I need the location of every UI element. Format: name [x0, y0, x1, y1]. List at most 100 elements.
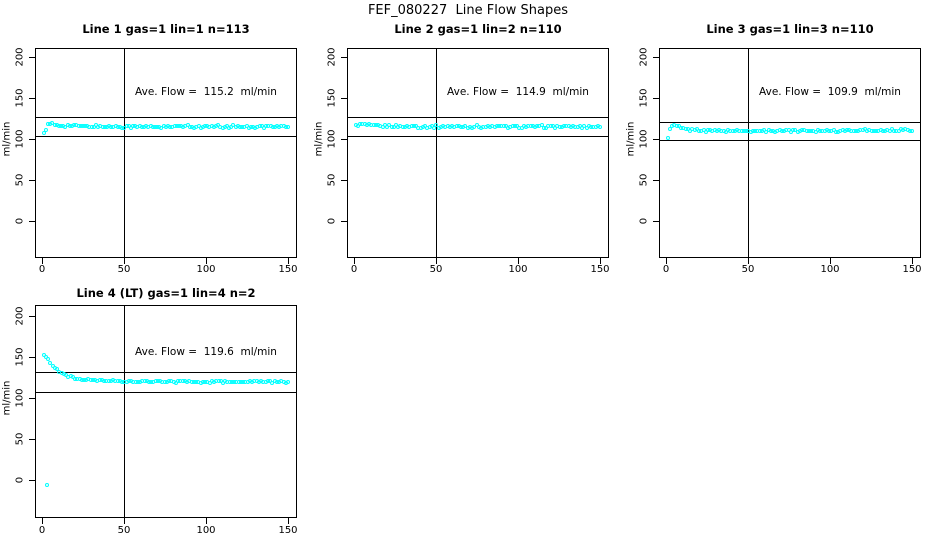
data-point	[730, 129, 735, 134]
x-axis-tick	[206, 258, 207, 264]
data-point	[589, 124, 594, 129]
y-axis-label: ml/min	[625, 121, 637, 157]
data-point	[176, 379, 181, 384]
data-point	[869, 128, 874, 133]
data-point	[411, 124, 416, 129]
data-point	[256, 379, 261, 384]
data-point	[804, 129, 809, 134]
x-axis-tick-label: 50	[429, 264, 443, 275]
data-point	[858, 128, 863, 133]
data-point	[871, 128, 876, 133]
data-point	[555, 124, 560, 129]
y-axis-tick	[653, 139, 659, 140]
data-point	[232, 380, 237, 385]
panel-title: Line 3 gas=1 lin=3 n=110	[706, 22, 874, 36]
data-point	[844, 127, 849, 132]
data-point	[83, 123, 88, 128]
reference-line-lower	[347, 136, 609, 138]
y-axis-tick	[29, 221, 35, 222]
data-point	[122, 379, 127, 384]
data-point	[541, 125, 546, 130]
data-point	[757, 128, 762, 133]
x-axis-tick	[518, 258, 519, 264]
data-point	[836, 129, 841, 134]
y-axis-tick-label: 100	[326, 129, 338, 149]
x-axis-tick-label: 0	[38, 525, 46, 536]
data-point	[784, 128, 789, 133]
data-point	[46, 357, 51, 362]
data-point	[809, 128, 814, 133]
data-point	[220, 125, 225, 130]
data-point	[494, 123, 499, 128]
data-point	[286, 379, 290, 384]
data-point	[373, 122, 378, 127]
data-point	[665, 136, 670, 141]
data-point	[55, 367, 60, 372]
vertical-reference-line	[436, 48, 437, 258]
data-point	[714, 128, 719, 133]
data-point	[205, 124, 210, 128]
data-point	[96, 124, 101, 129]
data-point	[48, 121, 53, 126]
outlier-point	[44, 482, 49, 487]
data-point	[185, 379, 190, 384]
data-point	[131, 123, 136, 128]
y-axis-tick	[341, 57, 347, 58]
data-point	[261, 380, 266, 385]
data-point	[270, 124, 275, 129]
data-point	[246, 125, 251, 130]
data-point	[546, 124, 551, 129]
y-axis-label: ml/min	[313, 121, 325, 157]
data-point	[41, 130, 46, 135]
data-point	[901, 127, 906, 132]
data-point	[209, 379, 214, 384]
data-point	[218, 125, 223, 130]
data-point	[672, 123, 677, 128]
y-axis-tick	[29, 316, 35, 317]
y-axis-tick	[29, 57, 35, 58]
reference-line-upper	[347, 117, 609, 119]
data-point	[425, 125, 430, 130]
data-point	[240, 125, 245, 130]
data-point	[211, 124, 216, 129]
data-point	[224, 123, 229, 128]
y-axis-tick	[29, 439, 35, 440]
data-point	[420, 124, 425, 129]
data-point	[223, 379, 228, 384]
data-point	[245, 380, 250, 385]
y-axis-tick	[29, 180, 35, 181]
data-point	[135, 124, 140, 129]
y-axis-tick-label: 0	[638, 217, 650, 225]
y-axis-tick	[653, 57, 659, 58]
data-point	[91, 125, 96, 130]
data-point	[827, 129, 832, 134]
data-point	[418, 125, 423, 130]
data-point	[113, 379, 118, 384]
data-point	[409, 124, 414, 129]
data-point	[212, 380, 217, 385]
data-point	[214, 379, 219, 384]
data-point	[811, 128, 816, 133]
data-point	[265, 379, 270, 384]
data-point	[100, 125, 105, 130]
data-point	[726, 127, 731, 132]
data-point	[710, 128, 715, 133]
data-point	[898, 126, 903, 131]
data-point	[517, 125, 522, 130]
data-point	[771, 129, 775, 134]
data-point	[268, 124, 273, 129]
data-point	[109, 124, 114, 129]
data-point	[746, 129, 751, 134]
x-axis-tick	[600, 258, 601, 264]
data-point	[67, 124, 72, 129]
data-point	[279, 124, 284, 129]
data-point	[254, 379, 259, 384]
data-point	[853, 129, 858, 134]
data-point	[818, 129, 823, 134]
data-point	[102, 124, 107, 129]
data-point	[670, 123, 675, 128]
data-point	[562, 124, 567, 129]
reference-line-upper	[659, 121, 921, 123]
data-point	[508, 124, 513, 129]
data-point	[847, 128, 852, 133]
